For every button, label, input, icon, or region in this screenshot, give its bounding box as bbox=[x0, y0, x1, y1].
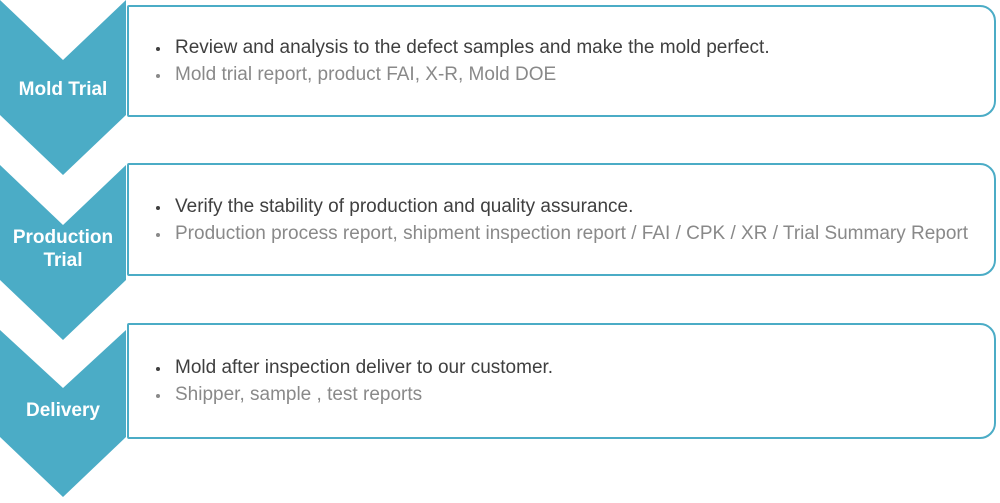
chevron-arrow-mold-trial bbox=[0, 0, 126, 175]
stage-action-text: Mold after inspection deliver to our cus… bbox=[171, 354, 970, 381]
stage-deliverables-text: Mold trial report, product FAI, X-R, Mol… bbox=[171, 61, 970, 88]
stage-deliverables-text: Production process report, shipment insp… bbox=[171, 220, 970, 247]
chevron-arrow-delivery bbox=[0, 330, 126, 497]
stage-box-mold-trial: Review and analysis to the defect sample… bbox=[127, 5, 996, 117]
stage-label-production-trial: Production Trial bbox=[12, 227, 114, 271]
stage-action-text: Review and analysis to the defect sample… bbox=[171, 34, 970, 61]
stage-deliverables-text: Shipper, sample , test reports bbox=[171, 381, 970, 408]
stage-action-text: Verify the stability of production and q… bbox=[171, 193, 970, 220]
chevron-arrow-production-trial bbox=[0, 165, 126, 340]
stage-bullet-list: Mold after inspection deliver to our cus… bbox=[141, 354, 970, 408]
stage-bullet-list: Verify the stability of production and q… bbox=[141, 193, 970, 247]
stage-label-mold-trial: Mold Trial bbox=[18, 79, 108, 100]
chevron-rail bbox=[0, 0, 126, 497]
stage-bullet-list: Review and analysis to the defect sample… bbox=[141, 34, 970, 88]
stage-box-production-trial: Verify the stability of production and q… bbox=[127, 163, 996, 276]
stage-box-delivery: Mold after inspection deliver to our cus… bbox=[127, 323, 996, 439]
stage-label-delivery: Delivery bbox=[26, 400, 100, 421]
